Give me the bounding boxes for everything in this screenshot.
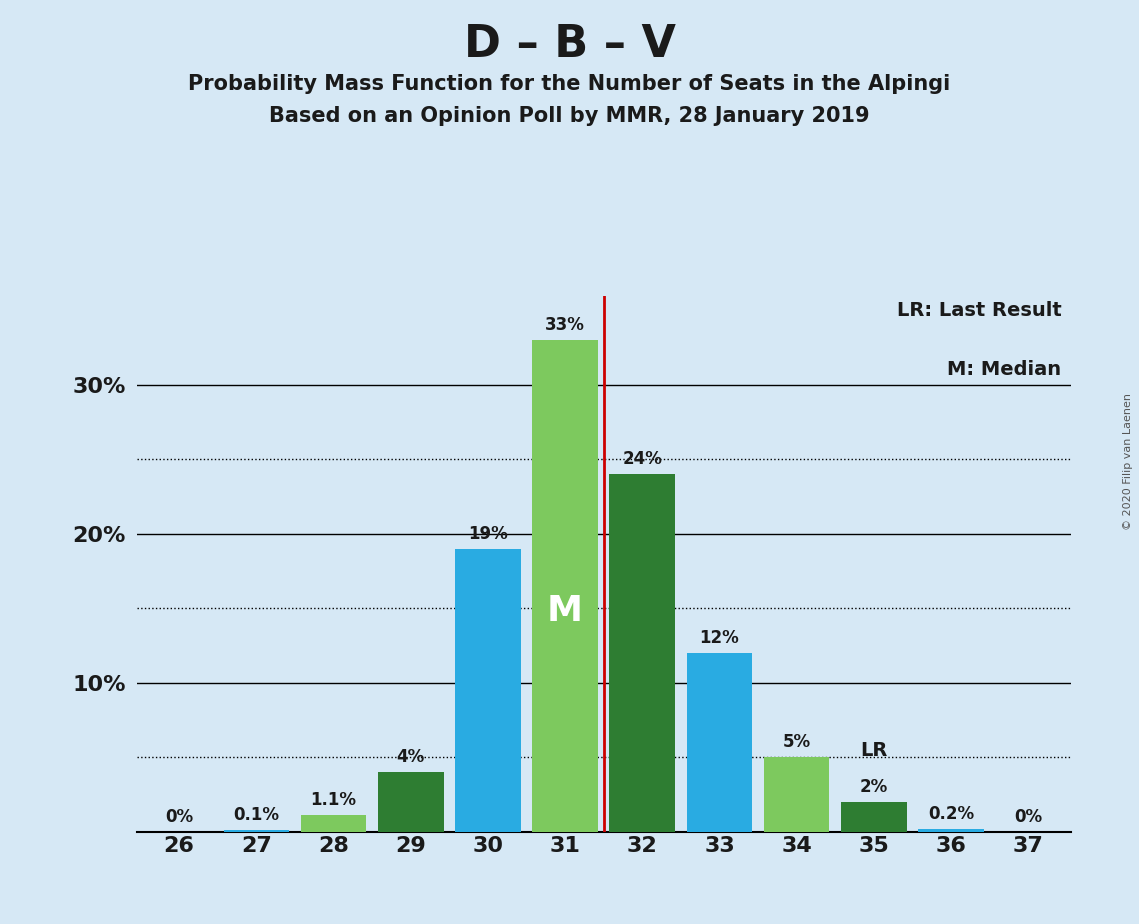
Bar bbox=[301, 815, 367, 832]
Bar bbox=[378, 772, 443, 832]
Text: D – B – V: D – B – V bbox=[464, 23, 675, 67]
Text: 0%: 0% bbox=[165, 808, 194, 826]
Text: 0%: 0% bbox=[1014, 808, 1042, 826]
Text: 1.1%: 1.1% bbox=[311, 791, 357, 809]
Text: LR: LR bbox=[860, 741, 887, 760]
Text: 5%: 5% bbox=[782, 734, 811, 751]
Bar bbox=[532, 340, 598, 832]
Text: 19%: 19% bbox=[468, 525, 508, 542]
Text: Based on an Opinion Poll by MMR, 28 January 2019: Based on an Opinion Poll by MMR, 28 Janu… bbox=[269, 106, 870, 127]
Text: 33%: 33% bbox=[546, 316, 585, 334]
Bar bbox=[609, 474, 675, 832]
Text: LR: Last Result: LR: Last Result bbox=[896, 301, 1062, 320]
Text: 0.1%: 0.1% bbox=[233, 806, 279, 824]
Bar bbox=[841, 802, 907, 832]
Text: M: M bbox=[547, 593, 583, 627]
Bar bbox=[223, 830, 289, 832]
Text: 4%: 4% bbox=[396, 748, 425, 766]
Bar bbox=[456, 549, 521, 832]
Text: Probability Mass Function for the Number of Seats in the Alpingi: Probability Mass Function for the Number… bbox=[188, 74, 951, 94]
Bar bbox=[687, 653, 752, 832]
Text: M: Median: M: Median bbox=[948, 360, 1062, 379]
Text: © 2020 Filip van Laenen: © 2020 Filip van Laenen bbox=[1123, 394, 1133, 530]
Text: 0.2%: 0.2% bbox=[928, 805, 974, 822]
Text: 12%: 12% bbox=[699, 629, 739, 647]
Text: 2%: 2% bbox=[860, 778, 888, 796]
Bar bbox=[918, 829, 984, 832]
Text: 24%: 24% bbox=[622, 450, 662, 468]
Bar bbox=[764, 757, 829, 832]
